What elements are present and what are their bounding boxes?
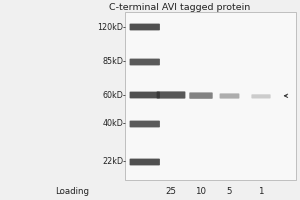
Text: C-terminal AVI tagged protein: C-terminal AVI tagged protein [110, 3, 250, 12]
Text: 25: 25 [166, 187, 176, 196]
Text: 10: 10 [196, 187, 206, 196]
FancyBboxPatch shape [130, 24, 160, 30]
Text: Loading: Loading [55, 187, 89, 196]
FancyBboxPatch shape [130, 159, 160, 165]
FancyBboxPatch shape [130, 121, 160, 127]
Text: 22kD-: 22kD- [102, 158, 126, 166]
FancyBboxPatch shape [157, 91, 185, 99]
FancyBboxPatch shape [251, 94, 271, 98]
FancyBboxPatch shape [130, 59, 160, 65]
Text: 120kD-: 120kD- [97, 22, 126, 31]
FancyBboxPatch shape [124, 12, 296, 180]
FancyBboxPatch shape [189, 92, 213, 99]
Text: 40kD-: 40kD- [102, 119, 126, 129]
Text: 85kD-: 85kD- [102, 58, 126, 66]
Text: 5: 5 [227, 187, 232, 196]
Text: 1: 1 [258, 187, 264, 196]
FancyBboxPatch shape [130, 92, 160, 98]
FancyBboxPatch shape [220, 93, 239, 99]
Text: 60kD-: 60kD- [102, 90, 126, 99]
